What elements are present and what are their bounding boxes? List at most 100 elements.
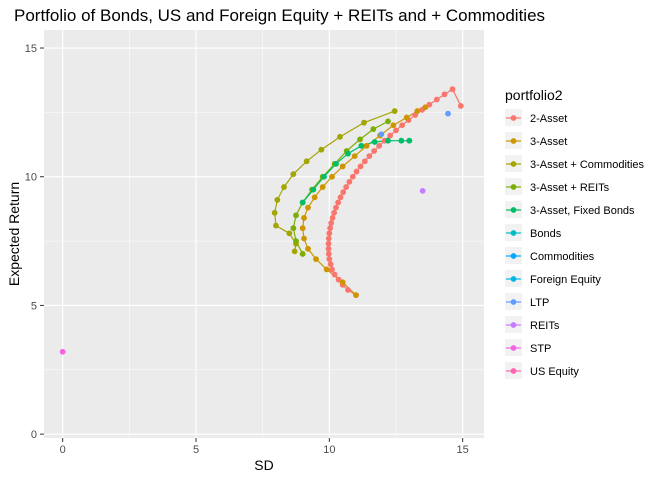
point-2-asset — [346, 178, 353, 185]
legend-label: Bonds — [530, 228, 562, 240]
point-2-asset — [326, 256, 333, 262]
point-3-asset — [323, 266, 330, 273]
legend-key-point — [510, 138, 517, 144]
x-tick-label: 15 — [457, 444, 469, 456]
legend-item: US Equity — [505, 362, 579, 379]
point-3-asset-reits — [385, 118, 391, 125]
chart-title: Portfolio of Bonds, US and Foreign Equit… — [14, 6, 545, 25]
point-3-asset-fixed-bonds — [299, 199, 306, 206]
point-2-asset — [325, 240, 332, 247]
point-3-asset-reits — [357, 136, 363, 143]
point-3-asset-reits — [293, 212, 299, 219]
legend-label: 3-Asset, Fixed Bonds — [530, 205, 635, 217]
point-2-asset — [387, 132, 394, 139]
point-ltp — [445, 110, 451, 117]
legend-key-point — [510, 276, 517, 282]
legend-item: Foreign Equity — [505, 270, 601, 287]
point-3-asset-commodities — [337, 133, 343, 140]
legend-key-point — [510, 253, 517, 259]
legend-title: portfolio2 — [505, 87, 563, 103]
point-3-asset-commodities — [391, 108, 398, 114]
point-2-asset — [399, 122, 406, 129]
x-axis: 0 5 10 15 — [60, 438, 469, 456]
point-3-asset-reits — [290, 225, 297, 232]
point-3-asset-fixed-bonds — [371, 139, 378, 145]
legend-item: Bonds — [505, 224, 562, 241]
point-3-asset-commodities — [273, 222, 279, 229]
legend-key-point — [510, 299, 517, 305]
point-3-asset — [403, 114, 410, 121]
point-2-asset — [325, 235, 332, 242]
point-3-asset-commodities — [286, 230, 293, 237]
legend-label: STP — [530, 343, 551, 355]
point-reits — [419, 187, 426, 194]
point-3-asset — [301, 235, 307, 242]
point-2-asset — [340, 189, 347, 196]
legend-item: STP — [505, 339, 551, 356]
point-2-asset — [366, 153, 373, 160]
point-2-asset — [353, 168, 360, 175]
point-3-asset — [422, 104, 429, 111]
point-2-asset — [441, 91, 448, 98]
point-3-asset-fixed-bonds — [321, 173, 327, 180]
point-3-asset — [329, 173, 335, 180]
point-3-asset-commodities — [291, 248, 298, 255]
legend-item: REITs — [505, 316, 560, 333]
point-2-asset — [349, 173, 356, 180]
legend-item: 3-Asset — [505, 132, 567, 149]
point-2-asset — [327, 261, 334, 268]
point-2-asset — [393, 127, 399, 134]
point-3-asset — [339, 279, 346, 286]
legend-item: 3-Asset + REITs — [505, 178, 610, 195]
point-2-asset — [331, 271, 338, 278]
point-3-asset-fixed-bonds — [358, 142, 365, 149]
point-2-asset — [329, 215, 336, 221]
legend-key-point — [510, 345, 517, 351]
point-2-asset — [337, 194, 344, 201]
legend-label: 2-Asset — [530, 113, 567, 125]
point-2-asset — [457, 103, 464, 109]
point-2-asset — [361, 158, 368, 165]
legend-label: US Equity — [530, 366, 579, 378]
legend-items: 2-Asset 3-Asset 3-Asset + Commodities 3-Ass… — [505, 109, 645, 379]
legend-key-point — [510, 161, 517, 167]
point-2-asset — [343, 184, 350, 190]
x-axis-title: SD — [254, 457, 273, 473]
point-3-asset — [390, 122, 397, 129]
legend-key-point — [510, 322, 517, 328]
point-3-asset-fixed-bonds — [345, 150, 351, 157]
legend-item: 2-Asset — [505, 109, 567, 126]
x-tick-label: 10 — [323, 444, 335, 456]
y-tick-label: 0 — [31, 429, 37, 441]
point-3-asset — [305, 245, 311, 252]
x-tick-label: 0 — [60, 444, 66, 456]
point-3-asset-commodities — [290, 171, 297, 178]
point-2-asset — [376, 142, 383, 149]
point-3-asset — [305, 204, 311, 211]
point-3-asset-commodities — [318, 146, 325, 153]
legend-key-point — [510, 115, 517, 121]
legend-key-point — [510, 368, 517, 374]
point-ltp — [378, 131, 385, 138]
grid-minor — [44, 30, 484, 438]
y-tick-label: 15 — [25, 43, 37, 55]
point-2-asset — [329, 266, 335, 273]
point-3-asset — [353, 292, 359, 299]
x-tick-label: 5 — [193, 444, 199, 456]
point-2-asset — [327, 225, 334, 232]
point-2-asset — [335, 199, 342, 206]
legend-key-point — [510, 207, 517, 213]
point-2-asset — [326, 230, 333, 237]
point-2-asset — [333, 204, 339, 211]
point-3-asset-commodities — [271, 209, 278, 216]
legend-item: Commodities — [505, 247, 595, 264]
point-2-asset — [331, 209, 338, 216]
y-axis: 0 5 10 15 — [25, 43, 44, 441]
point-3-asset-reits — [299, 251, 306, 257]
point-3-asset — [351, 153, 358, 160]
point-3-asset-fixed-bonds — [310, 186, 317, 193]
y-tick-label: 10 — [25, 172, 37, 184]
point-2-asset — [325, 245, 332, 252]
point-3-asset-reits — [293, 238, 299, 244]
